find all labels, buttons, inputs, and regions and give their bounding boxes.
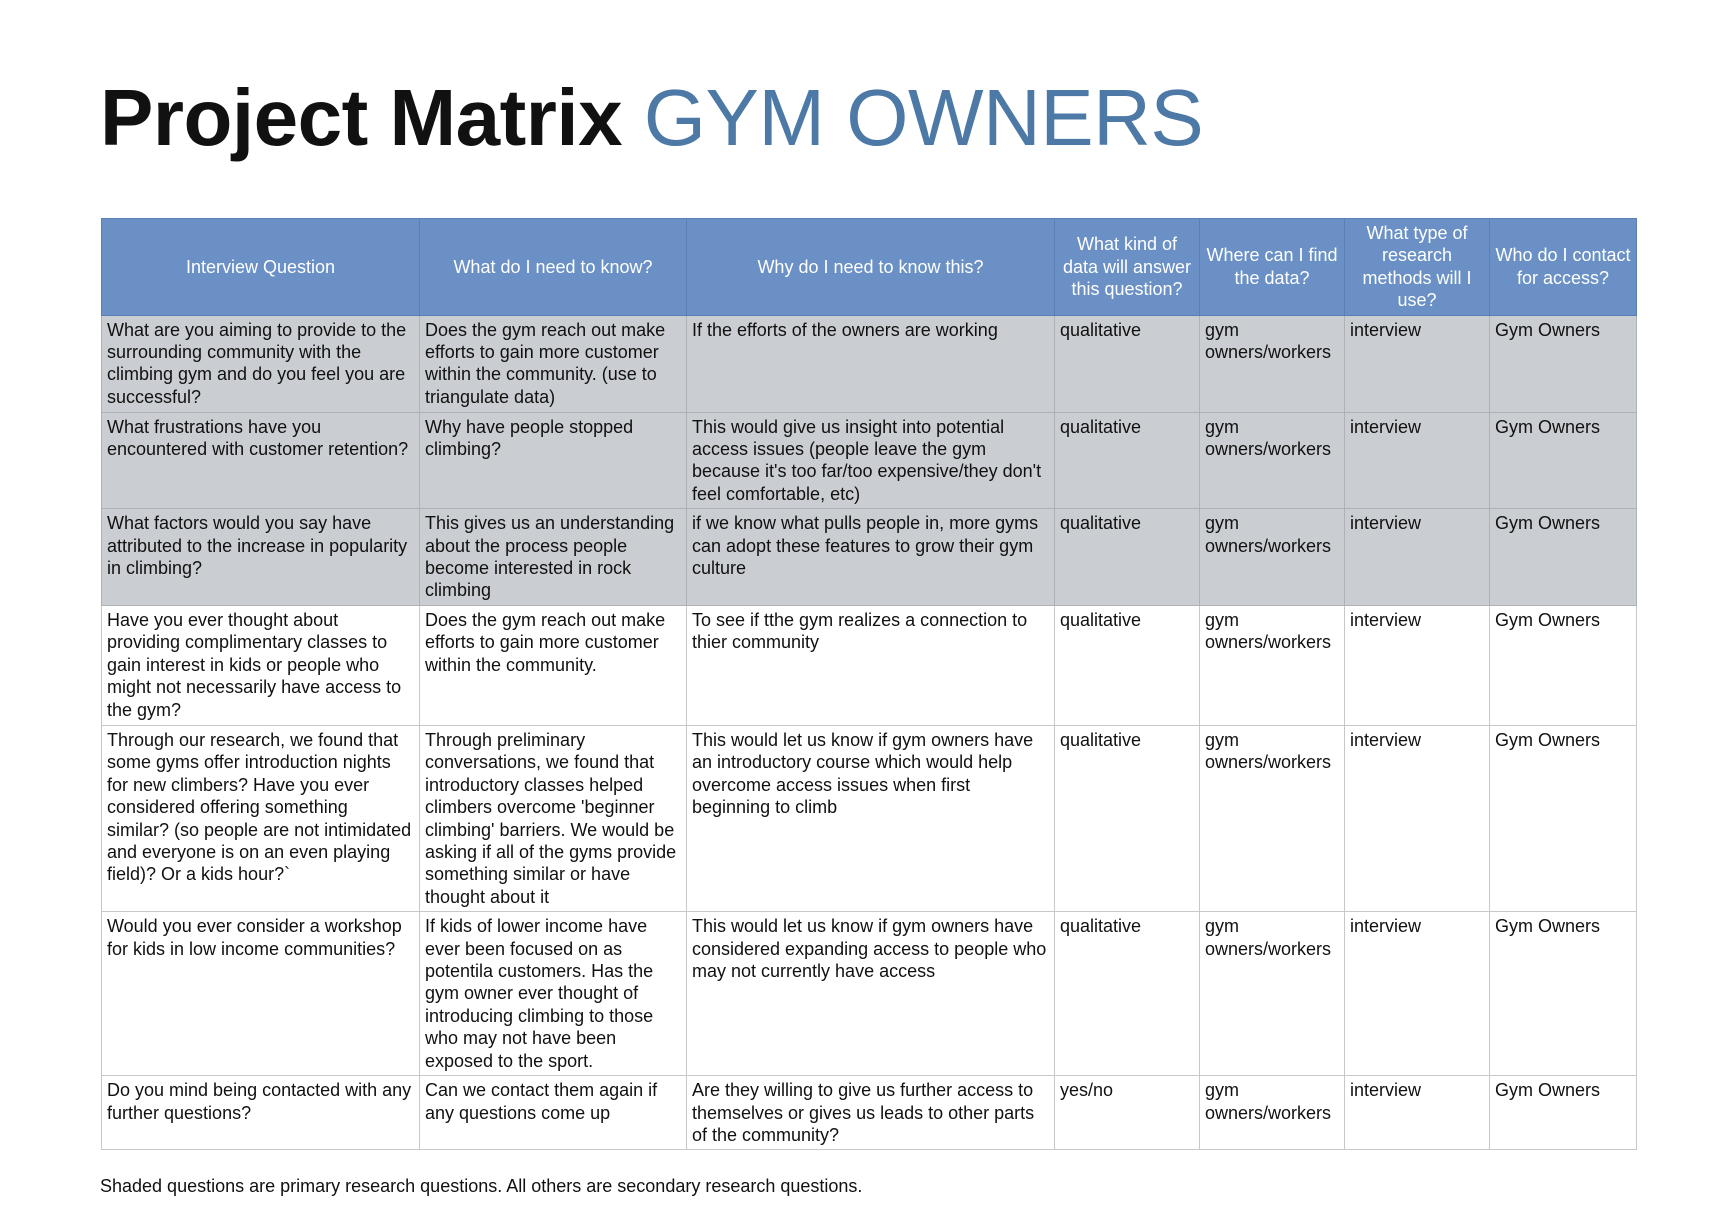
table-cell: interview bbox=[1344, 724, 1490, 913]
table-cell: gym owners/workers bbox=[1199, 508, 1345, 606]
matrix-table: Interview Question What do I need to know… bbox=[101, 218, 1637, 1151]
table-cell: gym owners/workers bbox=[1199, 911, 1345, 1077]
table-row: What factors would you say have attribut… bbox=[101, 508, 1637, 606]
table-cell: qualitative bbox=[1054, 911, 1200, 1077]
table-cell: Through preliminary conversations, we fo… bbox=[419, 724, 687, 913]
table-cell: Gym Owners bbox=[1489, 911, 1637, 1077]
table-cell: This gives us an understanding about the… bbox=[419, 508, 687, 606]
table-row: Would you ever consider a workshop for k… bbox=[101, 911, 1637, 1077]
table-cell: Gym Owners bbox=[1489, 1075, 1637, 1151]
table-cell: qualitative bbox=[1054, 604, 1200, 726]
table-row: Do you mind being contacted with any fur… bbox=[101, 1075, 1637, 1151]
table-cell: qualitative bbox=[1054, 411, 1200, 510]
title: Project Matrix bbox=[100, 73, 623, 162]
table-cell: This would let us know if gym owners hav… bbox=[686, 911, 1055, 1077]
table-cell: This would let us know if gym owners hav… bbox=[686, 724, 1055, 913]
table-cell: If kids of lower income have ever been f… bbox=[419, 911, 687, 1077]
table-cell: gym owners/workers bbox=[1199, 411, 1345, 510]
table-cell: What are you aiming to provide to the su… bbox=[101, 314, 420, 413]
column-header: What kind of data will answer this quest… bbox=[1054, 218, 1200, 316]
table-cell: Does the gym reach out make efforts to g… bbox=[419, 314, 687, 413]
table-cell: Gym Owners bbox=[1489, 604, 1637, 726]
table-cell: Are they willing to give us further acce… bbox=[686, 1075, 1055, 1151]
table-cell: Can we contact them again if any questio… bbox=[419, 1075, 687, 1151]
table-cell: What factors would you say have attribut… bbox=[101, 508, 420, 606]
table-cell: interview bbox=[1344, 411, 1490, 510]
table-cell: To see if tthe gym realizes a connection… bbox=[686, 604, 1055, 726]
table-head: Interview Question What do I need to know… bbox=[101, 218, 1637, 316]
table-cell: Do you mind being contacted with any fur… bbox=[101, 1075, 420, 1151]
table-cell: gym owners/workers bbox=[1199, 314, 1345, 413]
column-header: What type of research methods will I use… bbox=[1344, 218, 1490, 316]
table-cell: Would you ever consider a workshop for k… bbox=[101, 911, 420, 1077]
footnote: Shaded questions are primary research qu… bbox=[100, 1176, 863, 1196]
table-cell: qualitative bbox=[1054, 724, 1200, 913]
subtitle: GYM OWNERS bbox=[643, 73, 1204, 162]
table-cell: interview bbox=[1344, 314, 1490, 413]
column-header: What do I need to know? bbox=[419, 218, 687, 316]
table-row: What are you aiming to provide to the su… bbox=[101, 314, 1637, 413]
table-cell: interview bbox=[1344, 1075, 1490, 1151]
table-cell: Gym Owners bbox=[1489, 411, 1637, 510]
table-cell: qualitative bbox=[1054, 314, 1200, 413]
table-cell: gym owners/workers bbox=[1199, 1075, 1345, 1151]
table-cell: gym owners/workers bbox=[1199, 724, 1345, 913]
table-cell: If the efforts of the owners are working bbox=[686, 314, 1055, 413]
column-header: Interview Question bbox=[101, 218, 420, 316]
table-cell: interview bbox=[1344, 911, 1490, 1077]
column-header: Why do I need to know this? bbox=[686, 218, 1055, 316]
table-cell: if we know what pulls people in, more gy… bbox=[686, 508, 1055, 606]
table-cell: interview bbox=[1344, 508, 1490, 606]
column-header: Where can I find the data? bbox=[1199, 218, 1345, 316]
header-row: Interview Question What do I need to know… bbox=[101, 218, 1637, 316]
table-cell: qualitative bbox=[1054, 508, 1200, 606]
table-cell: interview bbox=[1344, 604, 1490, 726]
table-cell: gym owners/workers bbox=[1199, 604, 1345, 726]
table-cell: Gym Owners bbox=[1489, 724, 1637, 913]
table-cell: Have you ever thought about providing co… bbox=[101, 604, 420, 726]
page-title: Project Matrix GYM OWNERS bbox=[100, 78, 1204, 158]
table-cell: Through our research, we found that some… bbox=[101, 724, 420, 913]
table-row: What frustrations have you encountered w… bbox=[101, 411, 1637, 510]
table-cell: Does the gym reach out make efforts to g… bbox=[419, 604, 687, 726]
table-body: What are you aiming to provide to the su… bbox=[101, 314, 1637, 1151]
table-cell: Gym Owners bbox=[1489, 508, 1637, 606]
table-row: Through our research, we found that some… bbox=[101, 724, 1637, 913]
table-cell: Why have people stopped climbing? bbox=[419, 411, 687, 510]
table-cell: Gym Owners bbox=[1489, 314, 1637, 413]
table-cell: This would give us insight into potentia… bbox=[686, 411, 1055, 510]
column-header: Who do I contact for access? bbox=[1489, 218, 1637, 316]
table-row: Have you ever thought about providing co… bbox=[101, 604, 1637, 726]
table-cell: yes/no bbox=[1054, 1075, 1200, 1151]
table-cell: What frustrations have you encountered w… bbox=[101, 411, 420, 510]
